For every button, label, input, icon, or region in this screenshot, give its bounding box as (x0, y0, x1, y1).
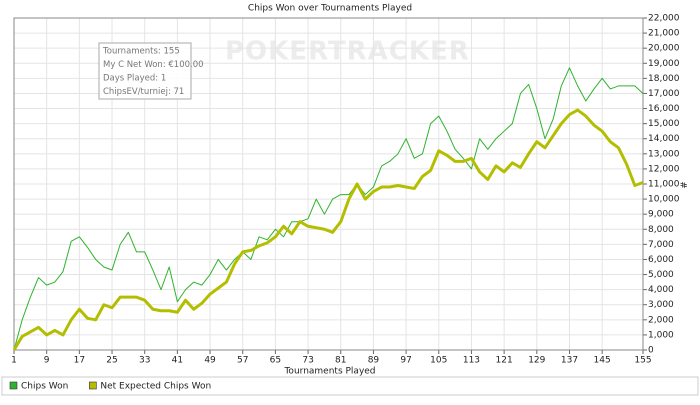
x-tick-label: 97 (400, 356, 411, 366)
x-tick-label: 73 (302, 356, 313, 366)
y-tick-label: 10,000 (648, 195, 680, 205)
y-tick-label: 21,000 (648, 29, 680, 39)
tooltip-line: My C Net Won: €100.00 (103, 60, 204, 70)
series-line (13, 67, 644, 351)
legend-label: Chips Won (21, 382, 68, 392)
y-tick-label: 2,000 (648, 315, 674, 325)
x-tick-label: 1 (11, 356, 17, 366)
y-tick-label: 18,000 (648, 74, 680, 84)
x-tick-label: 155 (634, 356, 651, 366)
x-tick-label: 129 (528, 356, 545, 366)
y-tick-label: 22,000 (648, 14, 680, 24)
series-line (12, 108, 644, 351)
y-tick-label: 0 (648, 346, 654, 356)
x-tick-label: 89 (368, 356, 380, 366)
y-tick-label: 12,000 (648, 164, 680, 174)
x-tick-label: 65 (270, 356, 281, 366)
y-tick-label: 14,000 (648, 134, 680, 144)
chart-title: Chips Won over Tournaments Played (248, 4, 412, 14)
y-tick-label: 17,000 (648, 89, 680, 99)
watermark: POKERTRACKER (225, 37, 470, 67)
x-tick-label: 57 (237, 356, 248, 366)
x-tick-label: 121 (496, 356, 513, 366)
y-axis-label: # (678, 181, 688, 189)
x-tick-label: 145 (594, 356, 611, 366)
x-tick-label: 113 (463, 356, 480, 366)
tooltip-line: Tournaments: 155 (102, 47, 180, 57)
y-tick-label: 9,000 (648, 210, 674, 220)
y-tick-label: 20,000 (648, 44, 680, 54)
x-tick-label: 17 (74, 356, 85, 366)
legend-box (1, 376, 699, 396)
y-tick-label: 5,000 (648, 270, 674, 280)
y-tick-label: 16,000 (648, 104, 680, 114)
tooltip-box (98, 42, 192, 100)
legend-swatch (9, 381, 18, 390)
legend-swatch (89, 381, 97, 390)
x-axis-label: Tournaments Played (283, 367, 375, 377)
y-tick-label: 1,000 (648, 330, 674, 340)
x-tick-label: 25 (106, 356, 117, 366)
y-tick-label: 19,000 (648, 59, 680, 69)
x-tick-label: 49 (204, 356, 216, 366)
y-tick-label: 7,000 (648, 240, 674, 250)
y-tick-label: 8,000 (648, 225, 674, 235)
y-tick-label: 11,000 (648, 180, 680, 190)
x-tick-label: 9 (44, 356, 50, 366)
x-tick-label: 137 (561, 356, 578, 366)
y-tick-label: 3,000 (648, 300, 674, 310)
x-tick-label: 105 (430, 356, 447, 366)
tooltip-line: ChipsEV/turniej: 71 (103, 87, 184, 97)
y-tick-label: 4,000 (648, 285, 674, 295)
y-tick-label: 15,000 (648, 119, 680, 129)
x-tick-label: 33 (139, 356, 150, 366)
x-tick-label: 81 (335, 356, 346, 366)
tooltip-line: Days Played: 1 (103, 74, 166, 84)
legend-label: Net Expected Chips Won (100, 382, 211, 392)
y-tick-label: 6,000 (648, 255, 674, 265)
y-tick-label: 13,000 (648, 149, 680, 159)
x-tick-label: 41 (172, 356, 183, 366)
